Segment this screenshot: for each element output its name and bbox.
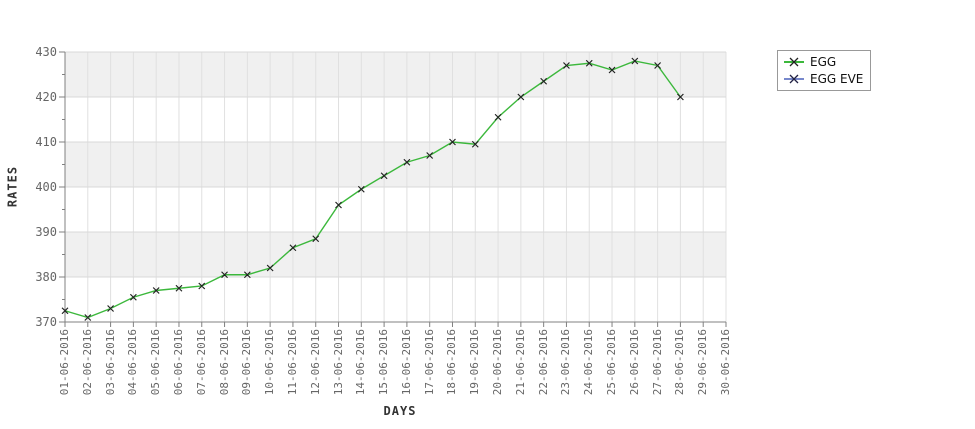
x-tick-label: 07-06-2016 (194, 329, 208, 396)
x-tick-label: 17-06-2016 (422, 329, 436, 396)
x-tick-label: 26-06-2016 (627, 329, 641, 396)
x-tick-label: 27-06-2016 (650, 329, 664, 396)
x-tick-label: 04-06-2016 (126, 329, 140, 396)
x-tick-label: 09-06-2016 (240, 329, 254, 396)
x-tick-label: 08-06-2016 (217, 329, 231, 396)
series-line-egg (64, 60, 681, 319)
x-tick-label: 03-06-2016 (103, 329, 117, 396)
x-tick-label: 12-06-2016 (308, 329, 322, 396)
x-tick-label: 24-06-2016 (582, 329, 596, 396)
x-tick-label: 11-06-2016 (285, 329, 299, 396)
x-tick-label: 01-06-2016 (58, 329, 71, 396)
y-axis-title: RATES (5, 165, 20, 208)
x-tick-label: 30-06-2016 (719, 329, 732, 396)
x-tick-label: 10-06-2016 (263, 329, 277, 396)
x-axis-title: DAYS (383, 404, 417, 418)
x-tick-label: 23-06-2016 (559, 329, 573, 396)
x-tick-label: 29-06-2016 (696, 329, 710, 396)
data-point-markers (61, 57, 684, 321)
x-tick-label: 13-06-2016 (331, 329, 345, 396)
x-tick-label: 21-06-2016 (513, 329, 527, 396)
y-tick-label: 390 (35, 225, 57, 239)
legend-item-egg-eve: EGG EVE (783, 71, 863, 87)
x-tick-label: 20-06-2016 (491, 329, 505, 396)
legend-label: EGG EVE (810, 72, 864, 86)
x-tick-label: 18-06-2016 (445, 329, 459, 396)
x-tick-label: 06-06-2016 (171, 329, 185, 396)
y-tick-label: 370 (35, 315, 57, 329)
x-tick-label: 22-06-2016 (536, 329, 550, 396)
legend-marker-icon (784, 57, 804, 67)
x-tick-label: 14-06-2016 (354, 329, 368, 396)
y-tick-label: 420 (35, 90, 57, 104)
y-tick-label: 400 (35, 180, 57, 194)
y-tick-label: 430 (35, 45, 57, 59)
x-tick-label: 15-06-2016 (377, 329, 391, 396)
x-tick-label: 25-06-2016 (605, 329, 619, 396)
x-tick-label: 02-06-2016 (80, 329, 94, 396)
x-tick-label: 05-06-2016 (149, 329, 163, 396)
x-tick-label: 16-06-2016 (399, 329, 413, 396)
y-tick-label: 410 (35, 135, 57, 149)
legend-item-egg: EGG (783, 54, 863, 70)
x-tick-label: 28-06-2016 (673, 329, 687, 396)
legend-marker-icon (784, 74, 804, 84)
legend: EGG EGG EVE (777, 50, 872, 91)
y-tick-label: 380 (35, 270, 57, 284)
x-tick-label: 19-06-2016 (468, 329, 482, 396)
legend-label: EGG (810, 55, 837, 69)
